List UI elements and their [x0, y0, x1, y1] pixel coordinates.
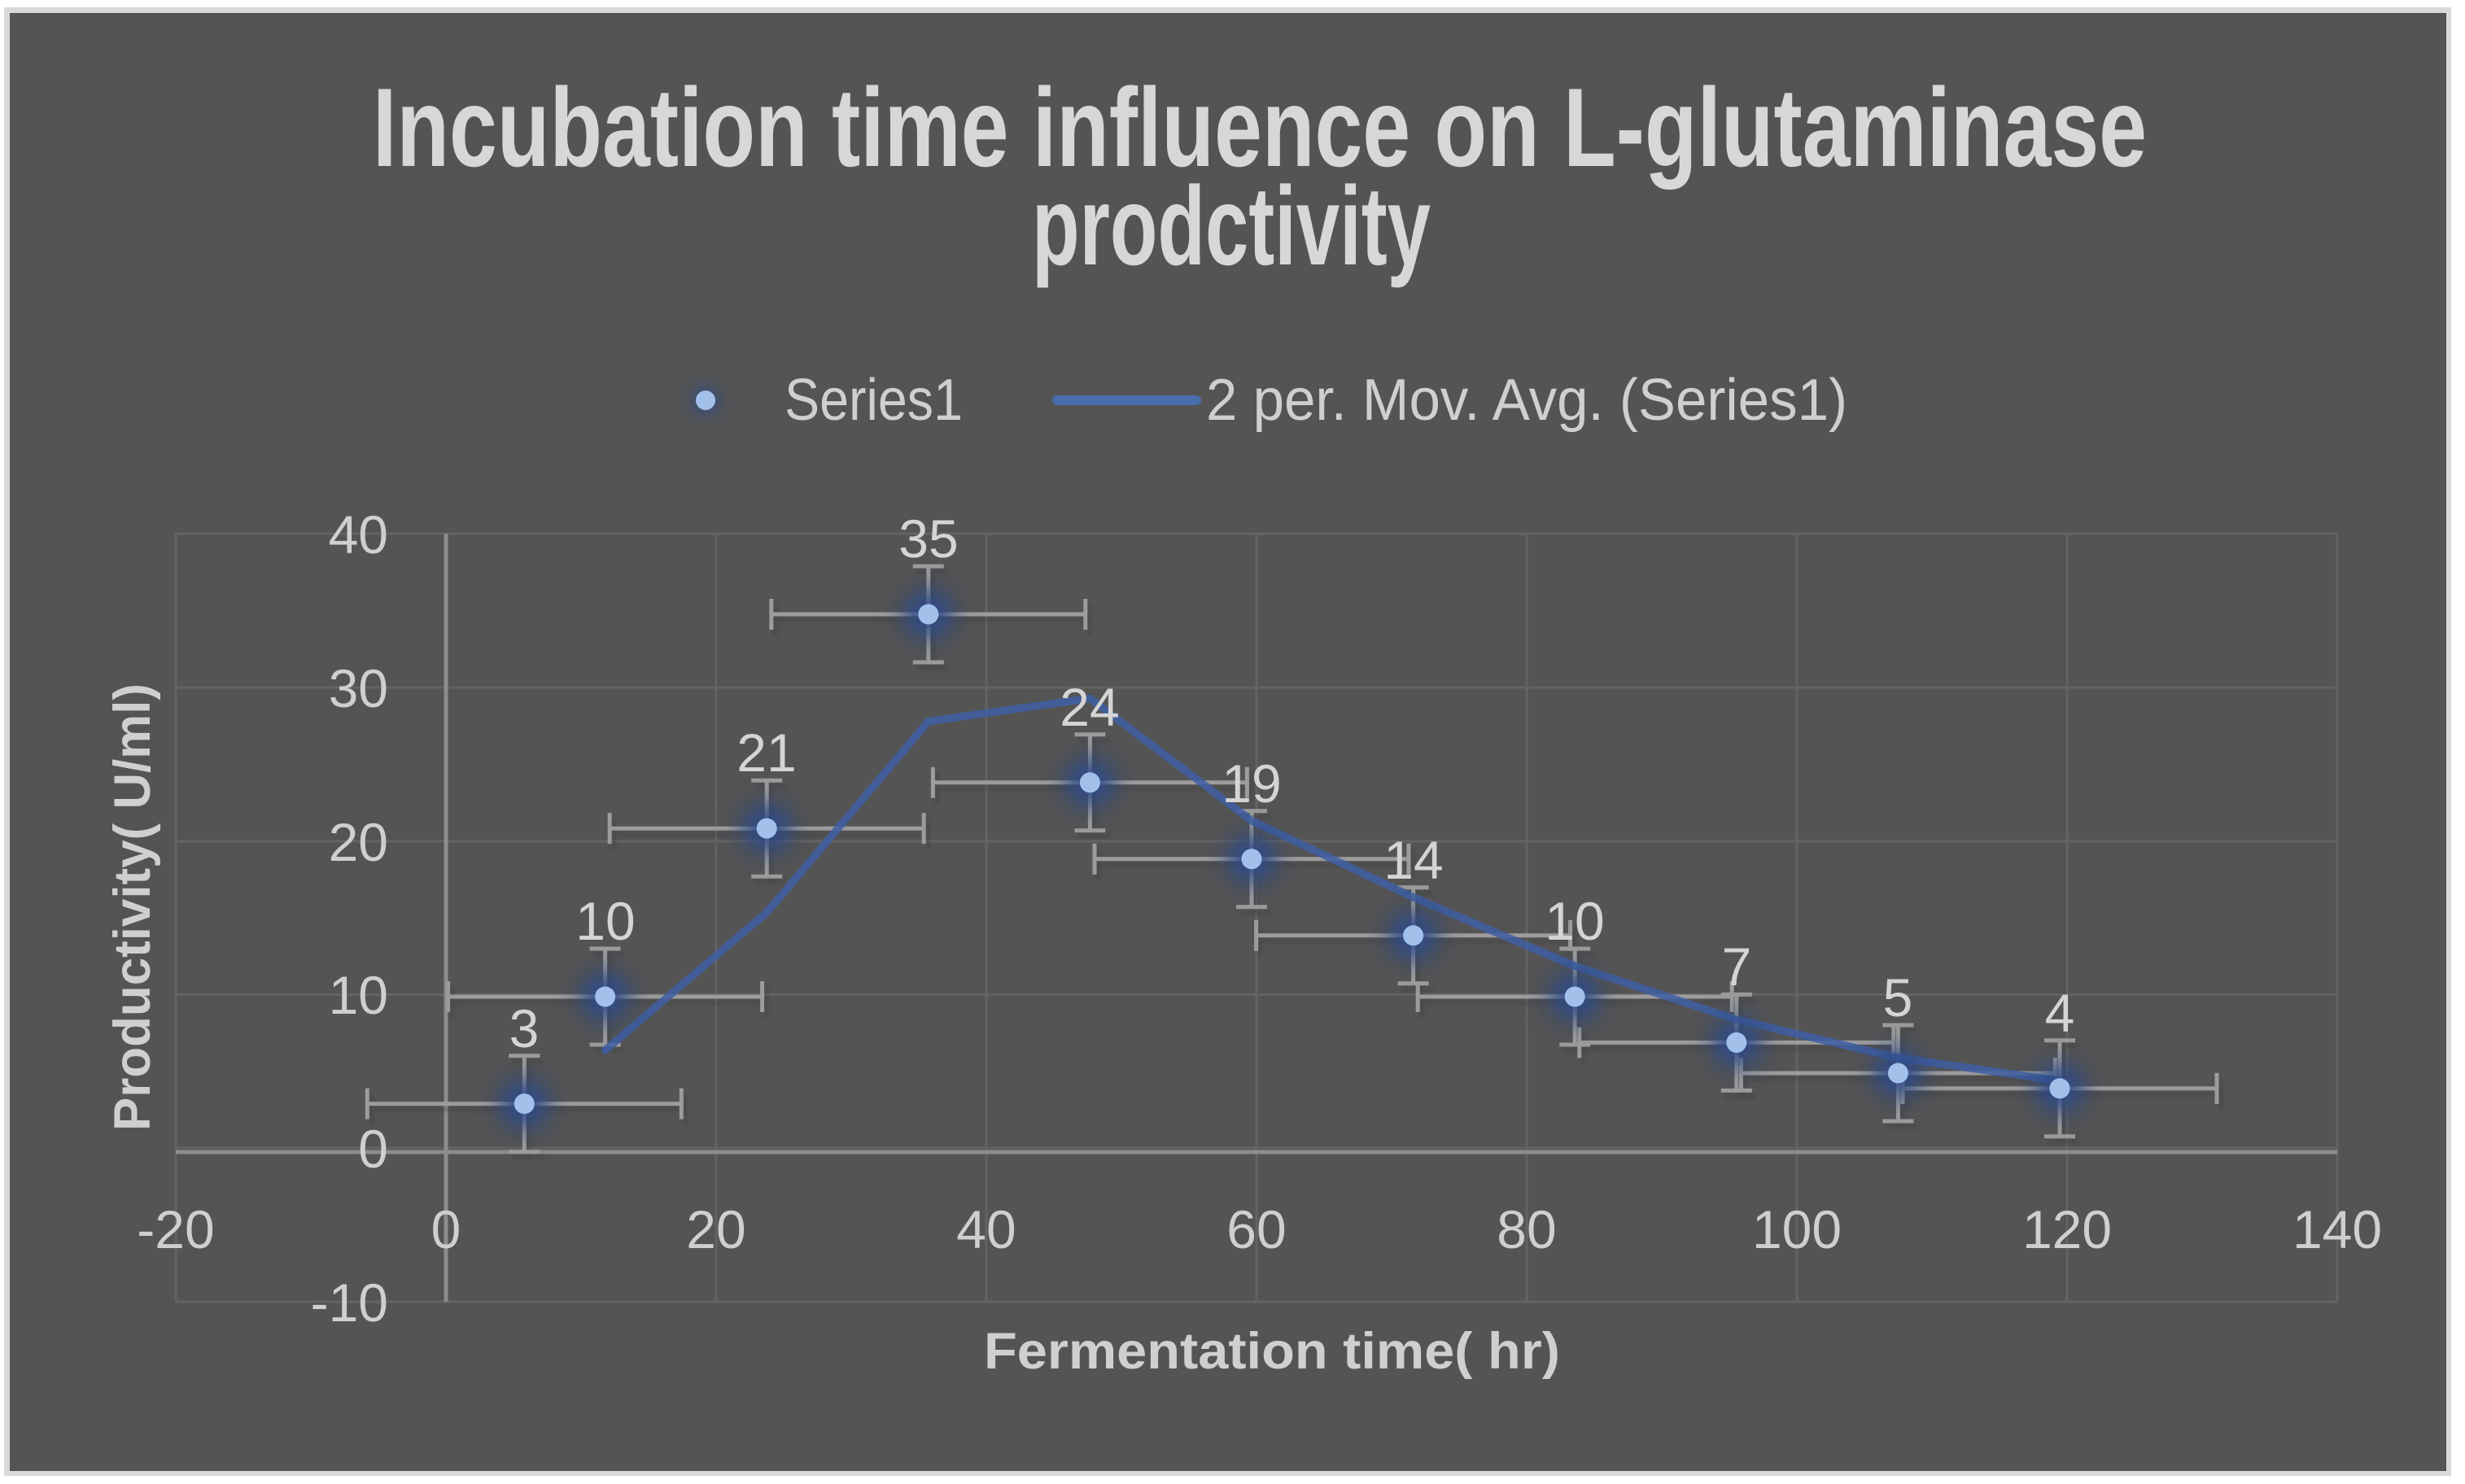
svg-text:Series1: Series1 [785, 368, 963, 433]
svg-text:Incubation time influence on L: Incubation time influence on L-glutamina… [373, 65, 2147, 190]
svg-text:30: 30 [329, 658, 388, 718]
svg-text:4: 4 [2045, 983, 2075, 1043]
svg-text:7: 7 [1722, 936, 1752, 997]
svg-text:prodctivity: prodctivity [1032, 164, 1431, 288]
svg-text:10: 10 [329, 965, 388, 1025]
svg-text:10: 10 [1545, 891, 1604, 951]
svg-text:Productivity( U/ml): Productivity( U/ml) [104, 683, 161, 1131]
svg-text:40: 40 [956, 1199, 1016, 1259]
svg-text:10: 10 [575, 891, 635, 951]
svg-text:Fermentation time( hr): Fermentation time( hr) [984, 1323, 1560, 1380]
svg-text:3: 3 [509, 998, 540, 1058]
svg-text:80: 80 [1497, 1199, 1556, 1259]
svg-text:-20: -20 [137, 1199, 214, 1259]
svg-text:140: 140 [2292, 1199, 2382, 1259]
svg-text:20: 20 [329, 812, 388, 872]
svg-text:0: 0 [358, 1119, 388, 1179]
svg-text:14: 14 [1383, 830, 1443, 890]
svg-text:100: 100 [1752, 1199, 1842, 1259]
svg-text:19: 19 [1222, 753, 1281, 814]
svg-text:20: 20 [686, 1199, 745, 1259]
svg-text:40: 40 [329, 504, 388, 565]
svg-text:60: 60 [1226, 1199, 1286, 1259]
svg-text:-10: -10 [311, 1272, 388, 1333]
svg-text:2 per. Mov. Avg. (Series1): 2 per. Mov. Avg. (Series1) [1206, 368, 1847, 433]
svg-text:5: 5 [1883, 967, 1913, 1028]
svg-text:24: 24 [1060, 677, 1119, 737]
svg-text:21: 21 [736, 722, 796, 783]
svg-text:35: 35 [898, 508, 958, 569]
svg-text:0: 0 [431, 1199, 461, 1259]
svg-text:120: 120 [2022, 1199, 2112, 1259]
